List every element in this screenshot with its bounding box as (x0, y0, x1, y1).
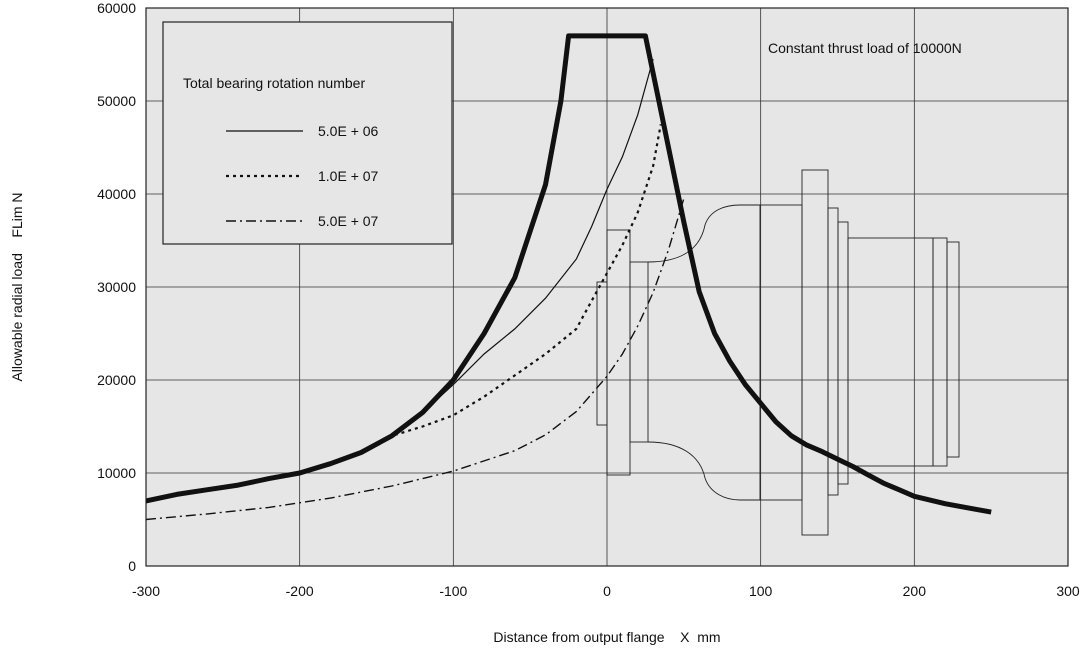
x-tick-label: 300 (1056, 583, 1080, 599)
series-line-solid (376, 58, 654, 446)
chart-annotation: Constant thrust load of 10000N (768, 40, 962, 56)
legend-box (162, 21, 453, 245)
legend-entry-label: 5.0E + 06 (318, 123, 379, 139)
motor-end-plate (946, 241, 960, 458)
y-tick-label: 40000 (97, 186, 136, 202)
x-tick-label: 200 (903, 583, 927, 599)
gearbox-outline-drawing (596, 169, 960, 536)
housing-lower-curve (647, 441, 760, 501)
y-tick-label: 50000 (97, 93, 136, 109)
legend-entry-label: 1.0E + 07 (318, 168, 379, 184)
x-tick-label: 100 (749, 583, 773, 599)
legend-entry-label: 5.0E + 07 (318, 213, 379, 229)
x-axis-label: Distance from output flange X mm (493, 629, 720, 645)
y-tick-label: 20000 (97, 372, 136, 388)
series-layer (145, 33, 992, 521)
x-tick-label: 0 (603, 583, 611, 599)
legend: Total bearing rotation number 5.0E + 06 1… (162, 21, 453, 245)
x-tick-label: -200 (286, 583, 314, 599)
series-line-dash-dot (145, 198, 685, 521)
x-tick-label: -100 (439, 583, 467, 599)
flange-hub (629, 261, 649, 443)
housing-upper-curve (647, 204, 760, 263)
y-tick-label: 60000 (97, 0, 136, 16)
series-line-dotted (375, 124, 662, 447)
series-line-thick (145, 33, 992, 515)
plot-frame (145, 7, 1069, 567)
y-tick-label: 10000 (97, 465, 136, 481)
x-tick-label: -300 (132, 583, 160, 599)
legend-title: Total bearing rotation number (183, 75, 365, 91)
y-tick-label: 30000 (97, 279, 136, 295)
y-tick-label: 0 (128, 558, 136, 574)
y-axis-label: Allowable radial load FLim N (9, 192, 25, 381)
